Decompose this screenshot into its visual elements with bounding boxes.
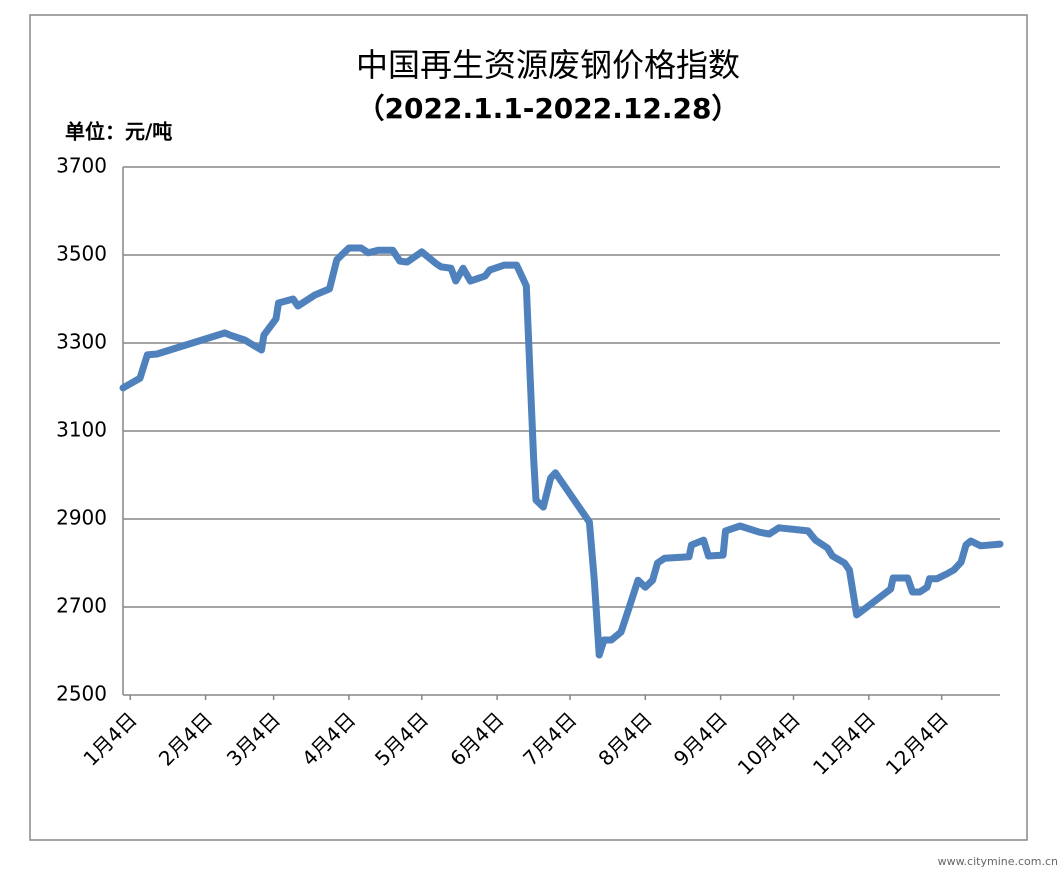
x-tick-label: 12月4日 <box>881 707 953 779</box>
y-tick-label: 3300 <box>56 330 107 354</box>
chart-border <box>29 14 1028 841</box>
chart-title: 中国再生资源废钢价格指数 <box>356 46 740 84</box>
y-axis-label: 单位：元/吨 <box>65 120 172 144</box>
x-tick-label: 6月4日 <box>445 707 508 770</box>
x-tick-label: 1月4日 <box>78 707 141 770</box>
x-tick-label: 4月4日 <box>297 707 360 770</box>
x-tick-label: 9月4日 <box>669 707 732 770</box>
x-tick-label: 3月4日 <box>222 707 285 770</box>
y-tick-label: 2500 <box>56 682 107 706</box>
chart-subtitle: （2022.1.1-2022.12.28） <box>357 92 740 125</box>
x-tick-label: 7月4日 <box>518 707 581 770</box>
x-tick-label: 8月4日 <box>593 707 656 770</box>
data-line <box>119 244 1004 659</box>
x-tick-label: 5月4日 <box>370 707 433 770</box>
y-tick-label: 2700 <box>56 594 107 618</box>
y-tick-label: 2900 <box>56 506 107 530</box>
watermark: www.citymine.com.cn <box>938 855 1058 868</box>
x-tick-label: 2月4日 <box>154 707 217 770</box>
x-tick-label: 11月4日 <box>808 707 880 779</box>
y-tick-label: 3100 <box>56 418 107 442</box>
y-tick-label: 3700 <box>56 154 107 178</box>
y-tick-label: 3500 <box>56 242 107 266</box>
x-tick-label: 10月4日 <box>733 707 805 779</box>
